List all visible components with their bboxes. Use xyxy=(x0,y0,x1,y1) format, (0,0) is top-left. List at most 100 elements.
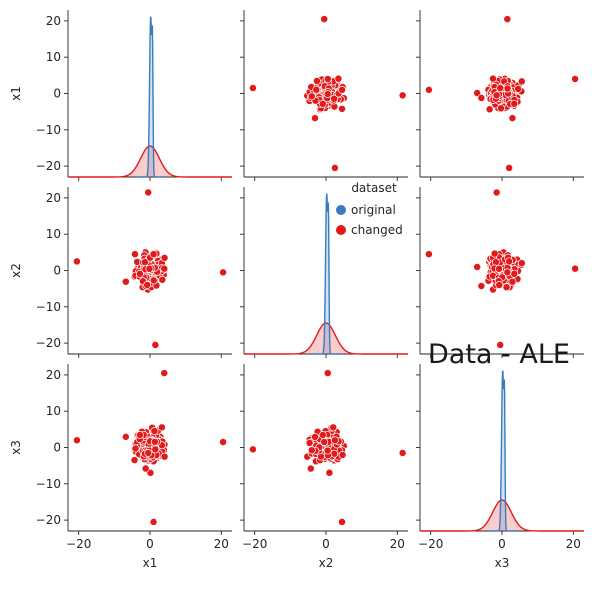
scatter-outlier xyxy=(492,188,501,197)
legend: dataset original changed xyxy=(336,181,403,237)
scatter-outlier xyxy=(72,257,81,266)
scatter-outlier xyxy=(144,449,153,457)
scatter-point xyxy=(329,423,338,432)
scatter-point xyxy=(312,76,321,85)
panel-x3-x2: −20 0 20 x2 xyxy=(240,364,408,570)
y-tick-label: 20 xyxy=(46,368,61,382)
x-axis-label: x3 xyxy=(495,556,510,570)
scatter-outlier xyxy=(505,163,514,172)
panel-x1-x1: −20 −10 0 10 20 x1 xyxy=(9,10,232,181)
kde-line-original xyxy=(311,193,341,355)
y-tick-label: 20 xyxy=(46,191,61,205)
panel-x3-x1: −20 −10 0 10 20 x3 −20 0 20 x1 xyxy=(9,364,232,570)
scatter-point xyxy=(517,259,526,268)
y-tick-label: 20 xyxy=(46,14,61,28)
y-tick-label: 10 xyxy=(46,404,61,418)
x-tick-label: −20 xyxy=(66,537,91,551)
scatter-outlier xyxy=(424,250,433,259)
scatter-point xyxy=(130,456,139,465)
scatter-point xyxy=(157,423,166,432)
y-tick-label: 0 xyxy=(53,441,61,455)
kde-fill-changed xyxy=(420,500,584,531)
scatter-outlier xyxy=(323,369,332,378)
scatter-point xyxy=(160,452,169,461)
scatter-outlier xyxy=(330,436,339,445)
scatter-point xyxy=(311,114,319,123)
scatter-point xyxy=(121,432,130,441)
scatter-point xyxy=(485,105,494,114)
y-tick-label: −20 xyxy=(36,336,61,350)
y-tick-label: 0 xyxy=(53,87,61,101)
scatter-outlier xyxy=(248,84,257,93)
panel-x2-x2 xyxy=(240,187,408,358)
scatter-point xyxy=(131,444,140,453)
scatter-point xyxy=(311,432,319,441)
legend-marker-original xyxy=(336,205,346,215)
legend-label-changed: changed xyxy=(351,223,403,237)
scatter-point xyxy=(150,437,159,446)
scatter-point xyxy=(135,269,144,278)
y-tick-label: 10 xyxy=(46,227,61,241)
x-tick-label: 0 xyxy=(498,537,506,551)
scatter-outlier xyxy=(149,250,158,259)
scatter-point xyxy=(305,438,314,447)
panel-x2-x1: −20 −10 0 10 20 x2 xyxy=(9,187,232,358)
scatter-point xyxy=(325,468,334,477)
scatter-outlier xyxy=(320,15,329,24)
y-axis-label: x2 xyxy=(9,263,23,278)
scatter-outlier xyxy=(338,517,346,526)
legend-marker-changed xyxy=(336,225,346,235)
scatter-outlier xyxy=(149,517,158,526)
scatter-point xyxy=(150,427,159,436)
x-tick-label: 20 xyxy=(214,537,229,551)
scatter-outlier xyxy=(571,75,580,83)
x-tick-label: 0 xyxy=(322,537,330,551)
scatter-point xyxy=(338,104,346,113)
scatter-outlier xyxy=(72,436,81,445)
scatter-point xyxy=(508,277,517,286)
x-tick-label: −20 xyxy=(418,537,443,551)
annotation-text: Data - ALE xyxy=(428,339,570,370)
scatter-point xyxy=(490,249,499,258)
y-tick-label: 10 xyxy=(46,50,61,64)
pairplot-panels: −20−1001020x1−20−1001020x2−20−1001020x3−… xyxy=(9,10,584,570)
kde-line-original xyxy=(487,370,517,532)
scatter-point xyxy=(323,446,332,455)
scatter-outlier xyxy=(144,188,153,197)
y-tick-label: −20 xyxy=(36,513,61,527)
scatter-point xyxy=(334,74,343,83)
scatter-point xyxy=(517,77,526,86)
scatter-outlier xyxy=(248,445,257,454)
scatter-point xyxy=(497,104,505,113)
panel-x3-x3: −20 0 20 x3 xyxy=(416,364,584,570)
scatter-point xyxy=(158,275,167,284)
kde-line-changed xyxy=(244,322,408,355)
scatter-point xyxy=(495,281,504,289)
y-tick-label: −10 xyxy=(36,477,61,491)
scatter-outlier xyxy=(496,340,505,349)
scatter-point xyxy=(503,84,512,93)
scatter-point xyxy=(318,99,327,108)
scatter-outlier xyxy=(496,84,505,93)
panel-x1-x2 xyxy=(240,10,408,181)
kde-line-changed xyxy=(68,145,232,178)
scatter-point xyxy=(323,90,332,99)
scatter-point xyxy=(135,431,144,439)
x-tick-label: −20 xyxy=(242,537,267,551)
scatter-point xyxy=(495,264,503,273)
scatter-outlier xyxy=(219,268,228,277)
scatter-point xyxy=(502,283,511,292)
scatter-outlier xyxy=(320,438,329,446)
scatter-point xyxy=(306,464,315,473)
scatter-point xyxy=(145,264,154,273)
x-axis-label: x2 xyxy=(319,556,334,570)
x-tick-label: 0 xyxy=(146,537,154,551)
kde-fill-changed xyxy=(244,323,408,354)
scatter-point xyxy=(318,431,327,439)
scatter-outlier xyxy=(571,264,580,273)
kde-line-changed xyxy=(420,499,584,532)
y-axis-label: x1 xyxy=(9,86,23,101)
y-tick-label: −20 xyxy=(36,159,61,173)
scatter-point xyxy=(307,92,316,101)
scatter-point xyxy=(130,250,139,259)
